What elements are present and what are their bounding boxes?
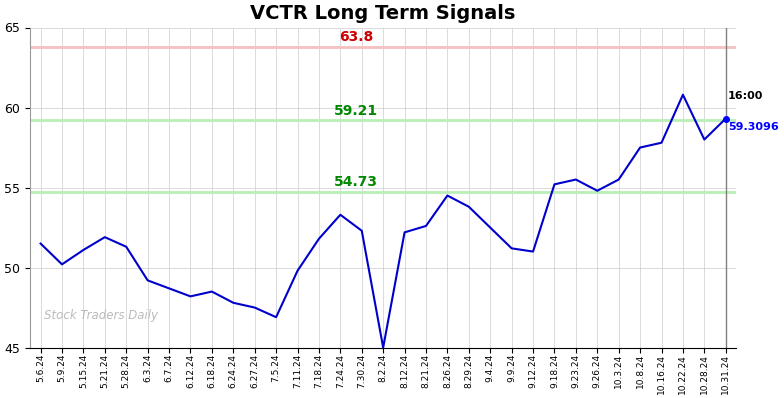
Text: 63.8: 63.8 [339,30,373,44]
Text: 59.3096: 59.3096 [728,122,779,132]
Text: 16:00: 16:00 [728,92,764,101]
Text: 54.73: 54.73 [334,176,378,189]
Title: VCTR Long Term Signals: VCTR Long Term Signals [250,4,516,23]
Text: 59.21: 59.21 [334,104,378,118]
Text: Stock Traders Daily: Stock Traders Daily [44,309,158,322]
